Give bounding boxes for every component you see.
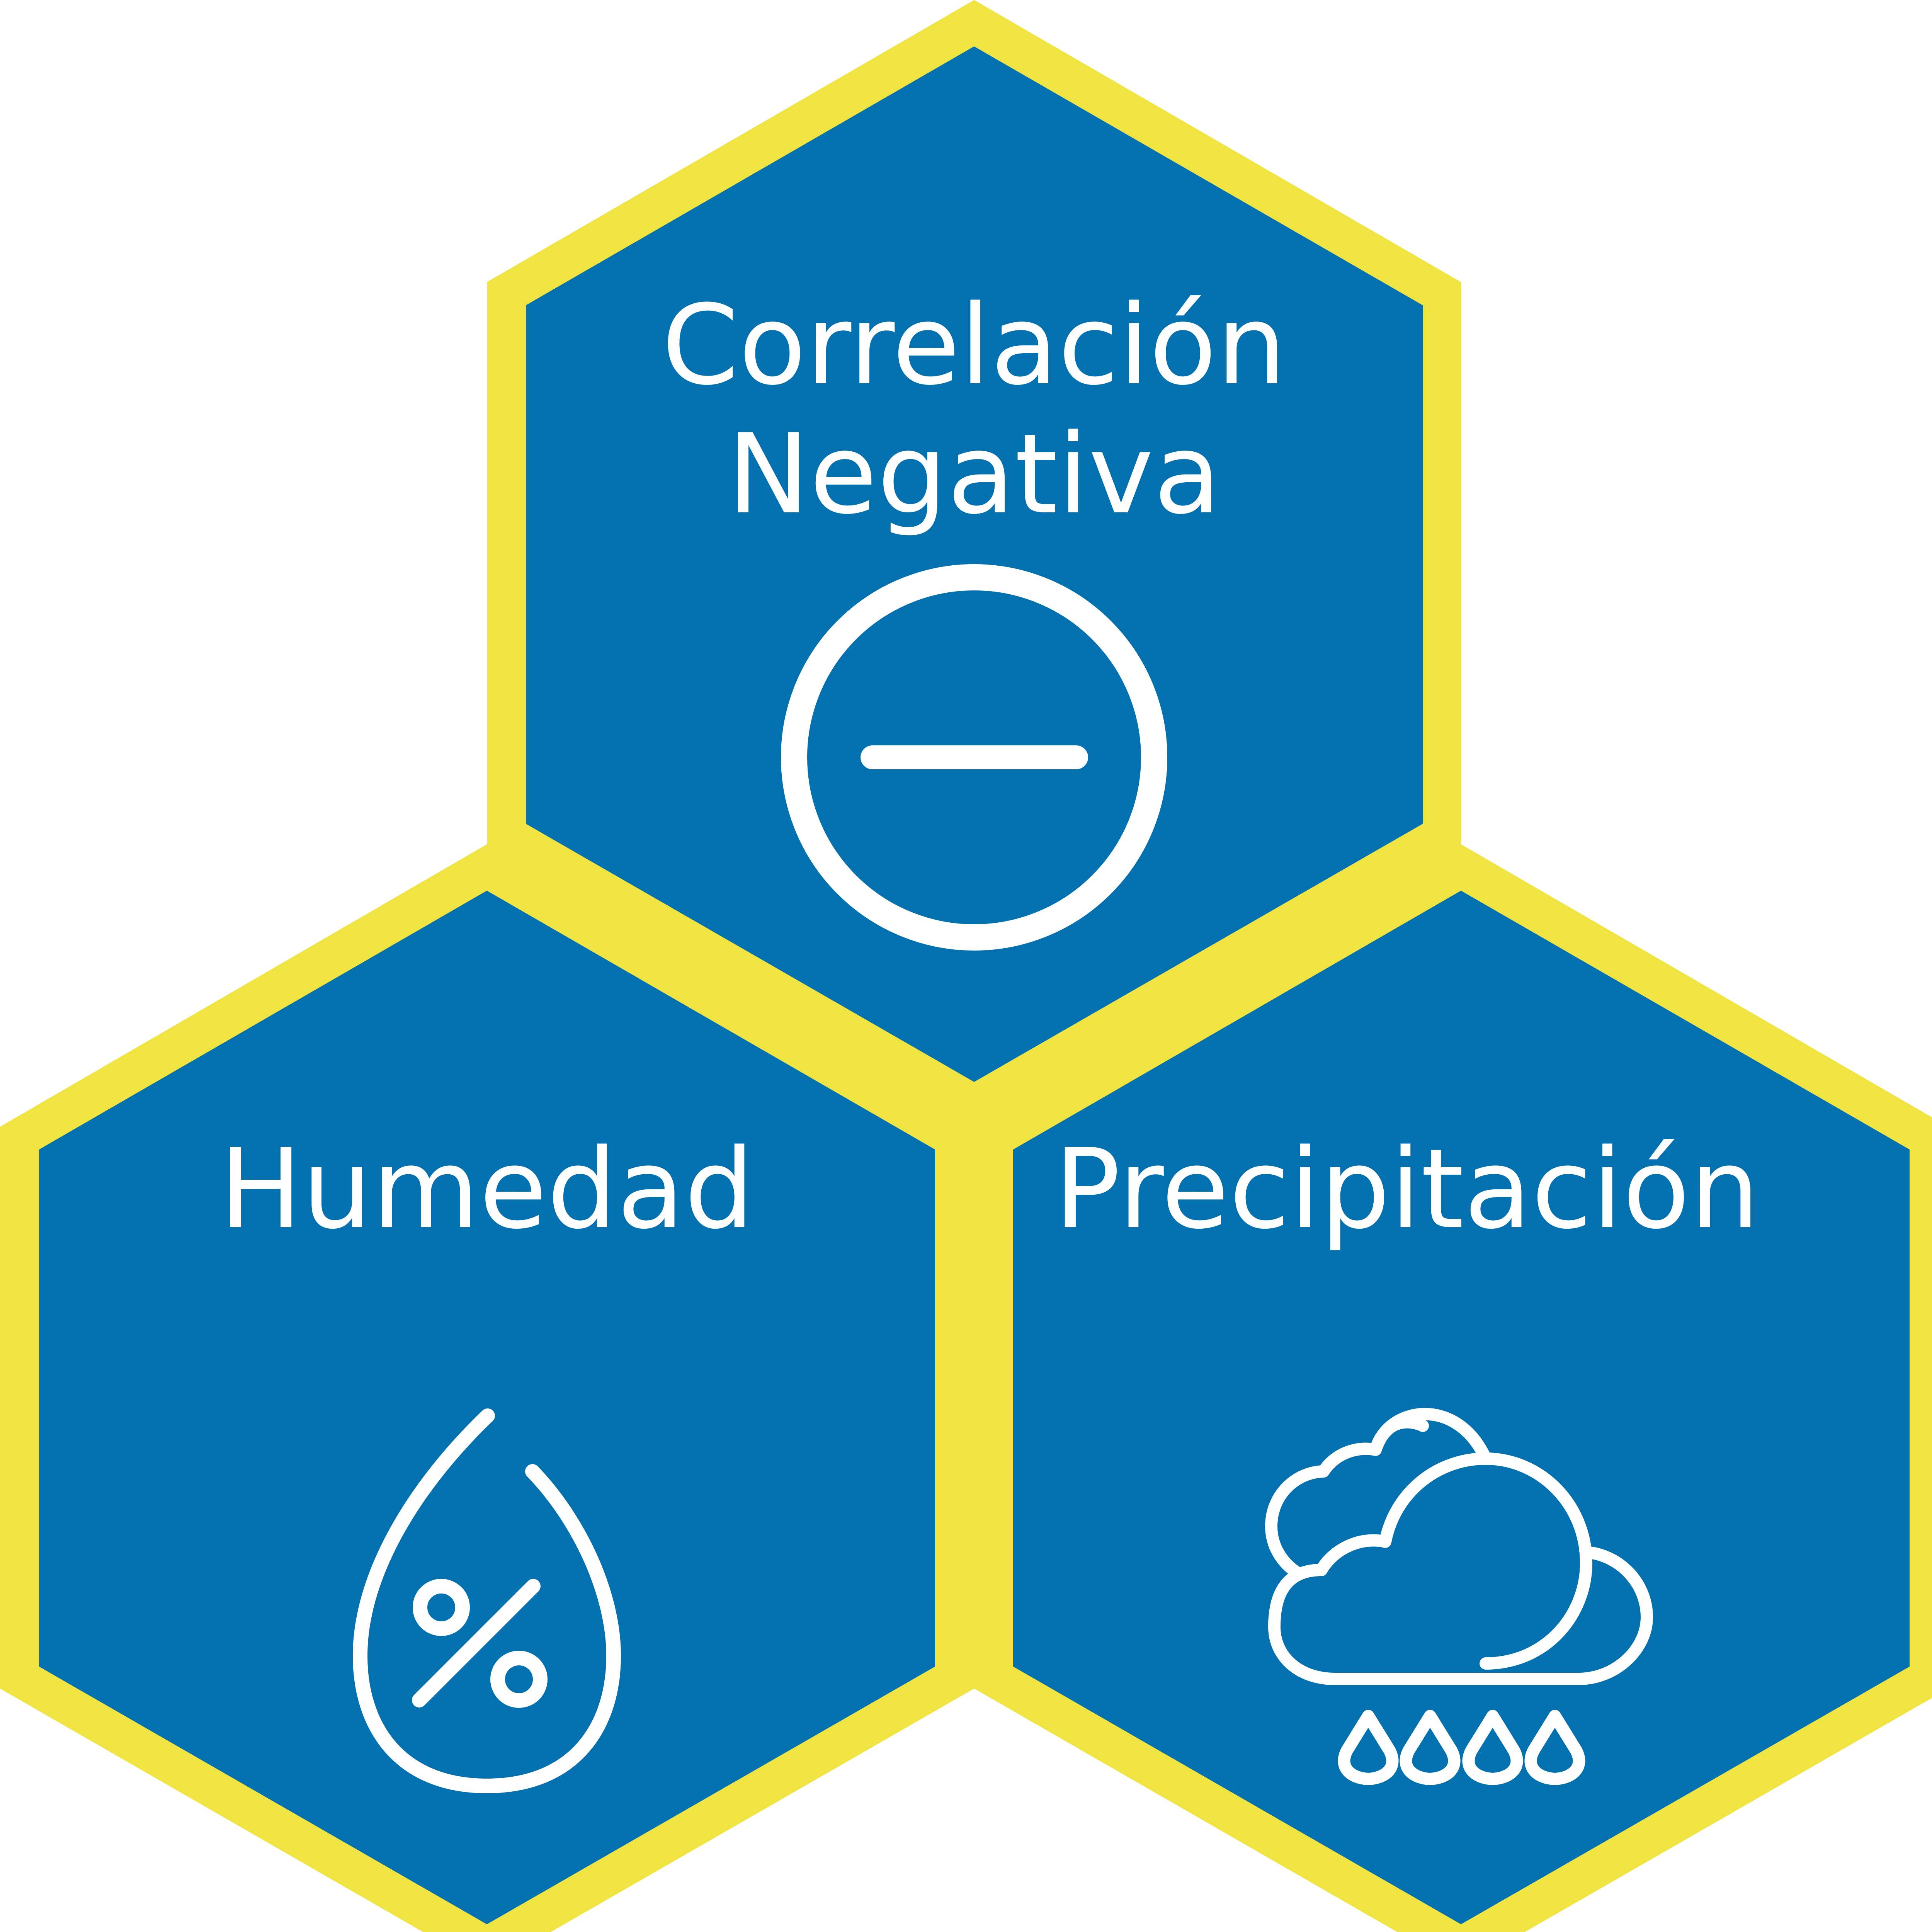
cloud-back — [1265, 1408, 1492, 1580]
hexagon-left: Humedad — [0, 844, 974, 1932]
top-title-line1: Correlación — [662, 281, 1286, 410]
rain-cloud-icon — [1265, 1408, 1653, 1785]
rain-drop-3 — [1462, 1710, 1523, 1785]
right-title: Precipitación — [1054, 1125, 1760, 1253]
hexagon-top: Correlación Negativa — [487, 0, 1461, 1129]
rain-drop-2 — [1400, 1710, 1461, 1785]
drop-outline — [353, 1408, 621, 1793]
rain-drop-1 — [1338, 1710, 1399, 1785]
hexagon-top-fill — [526, 46, 1423, 1082]
percent-slash — [412, 1579, 541, 1708]
percent-dot-bottom — [490, 1651, 548, 1708]
cloud-main — [1268, 1452, 1653, 1685]
minus-circle-ring — [781, 564, 1167, 951]
minus-circle-icon — [781, 564, 1167, 951]
left-title: Humedad — [219, 1125, 754, 1253]
hexagon-left-fill — [39, 891, 935, 1924]
rain-drop-4 — [1524, 1710, 1585, 1785]
hexagon-right: Precipitación — [974, 844, 1932, 1932]
hexagon-right-fill — [1013, 891, 1910, 1924]
humidity-percent-drop-icon — [353, 1408, 621, 1793]
percent-dot-top — [413, 1579, 470, 1636]
top-title-line2: Negativa — [727, 410, 1221, 539]
